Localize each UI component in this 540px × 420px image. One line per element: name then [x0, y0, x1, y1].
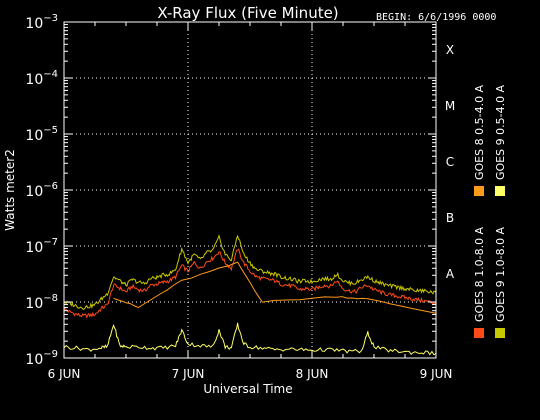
y-tick-base: 10 — [25, 352, 43, 368]
flare-class-label: B — [446, 211, 454, 225]
legend-swatch — [495, 328, 505, 338]
flare-class-label: X — [446, 43, 454, 57]
y-tick-label: 10−7 — [25, 237, 58, 256]
y-tick-exponent: −5 — [43, 125, 58, 136]
y-tick-exponent: −7 — [43, 237, 58, 248]
y-tick-exponent: −4 — [43, 69, 58, 80]
y-tick-exponent: −9 — [43, 349, 58, 360]
chart-title: X-Ray Flux (Five Minute) — [157, 4, 338, 22]
y-tick-exponent: −3 — [43, 13, 58, 24]
flare-class-label: A — [446, 267, 455, 281]
y-axis-label: Watts meter2 — [3, 149, 17, 231]
flare-class-label: C — [446, 155, 454, 169]
legend-swatch — [474, 186, 484, 196]
series-line — [113, 261, 437, 314]
legend-swatch — [474, 328, 484, 338]
y-tick-base: 10 — [25, 16, 43, 32]
x-tick-label: 9 JUN — [420, 367, 453, 381]
y-tick-label: 10−9 — [25, 349, 58, 368]
begin-label: BEGIN: 6/6/1996 0000 — [376, 12, 496, 23]
y-tick-exponent: −6 — [43, 181, 58, 192]
series-group — [63, 234, 437, 356]
y-tick-label: 10−6 — [25, 181, 58, 200]
series-line — [63, 234, 437, 310]
x-axis: 6 JUN 7 JUN 8 JUN 9 JUN — [48, 22, 453, 381]
legend-label: GOES 8 0.5-4.0 A — [473, 84, 486, 180]
y-tick-base: 10 — [25, 184, 43, 200]
y-tick-label: 10−8 — [25, 293, 58, 312]
x-tick-label: 6 JUN — [48, 367, 81, 381]
x-tick-label: 8 JUN — [296, 367, 329, 381]
grid-lines — [64, 22, 436, 358]
x-axis-label: Universal Time — [203, 382, 292, 396]
x-tick-label: 7 JUN — [172, 367, 205, 381]
series-line — [63, 322, 437, 356]
legend-label: GOES 9 1.0-8.0 A — [494, 226, 507, 322]
y-tick-label: 10−3 — [25, 13, 58, 32]
legend-swatch — [495, 186, 505, 196]
legend-label: GOES 9 0.5-4.0 A — [494, 84, 507, 180]
legend: GOES 8 1.0-8.0 A GOES 8 0.5-4.0 A GOES 9 1… — [473, 84, 507, 338]
flare-class-label: M — [445, 99, 455, 113]
series-line — [63, 248, 437, 319]
y-tick-label: 10−4 — [25, 69, 58, 88]
y-tick-base: 10 — [25, 296, 43, 312]
y-tick-exponent: −8 — [43, 293, 58, 304]
y-tick-base: 10 — [25, 240, 43, 256]
y-tick-base: 10 — [25, 128, 43, 144]
legend-label: GOES 8 1.0-8.0 A — [473, 226, 486, 322]
y-tick-label: 10−5 — [25, 125, 58, 144]
y-axis: 10−910−810−710−610−510−410−3 — [25, 13, 436, 368]
flare-class-axis: A B C M X — [445, 43, 455, 281]
y-tick-base: 10 — [25, 72, 43, 88]
